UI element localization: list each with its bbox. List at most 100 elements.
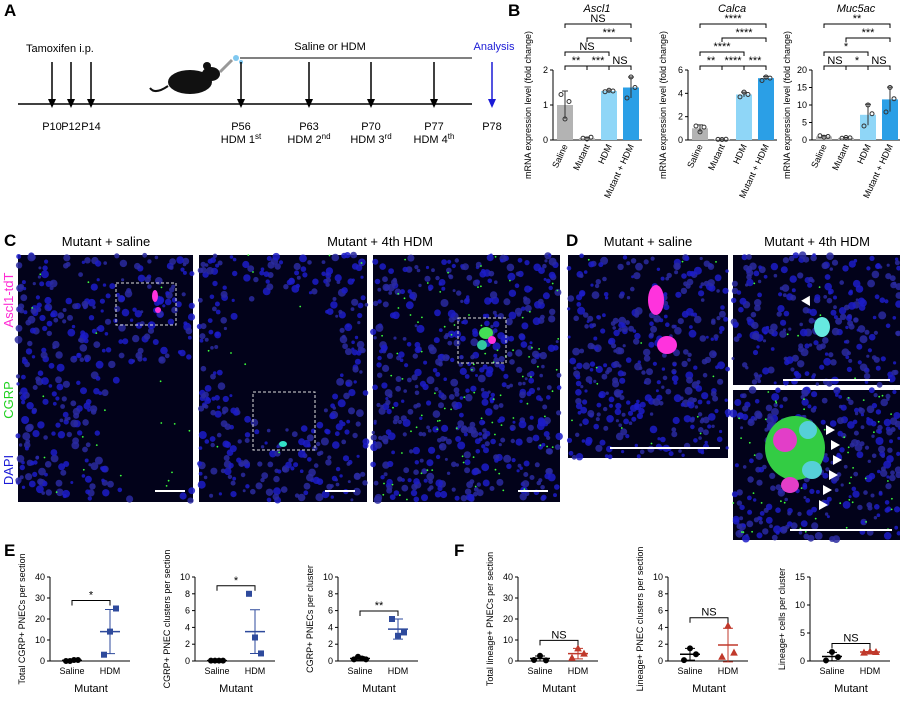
nucleus xyxy=(716,436,723,443)
nucleus xyxy=(464,488,472,495)
nucleus xyxy=(649,425,658,434)
nucleus xyxy=(736,290,742,295)
nucleus xyxy=(461,320,465,325)
nucleus xyxy=(833,387,839,393)
nucleus xyxy=(233,410,239,416)
cgrp-signal xyxy=(850,476,852,479)
nucleus xyxy=(459,396,464,400)
nucleus xyxy=(79,344,88,352)
cell-signal xyxy=(648,285,664,315)
cgrp-signal xyxy=(819,314,822,317)
nucleus xyxy=(343,392,350,400)
nucleus xyxy=(596,412,601,417)
nucleus xyxy=(615,402,622,410)
nucleus xyxy=(756,532,763,539)
nucleus xyxy=(295,283,300,289)
nucleus xyxy=(613,360,620,368)
nucleus xyxy=(790,367,795,372)
nucleus xyxy=(847,421,855,429)
nucleus xyxy=(385,397,389,401)
cgrp-signal xyxy=(492,398,495,400)
nucleus xyxy=(377,355,382,361)
nucleus xyxy=(804,371,810,376)
y-tick-label: 5 xyxy=(800,628,805,638)
nucleus xyxy=(585,376,593,383)
nucleus xyxy=(332,441,340,449)
y-tick-label: 2 xyxy=(658,639,663,649)
nucleus xyxy=(62,380,70,388)
nucleus xyxy=(78,272,83,277)
nucleus xyxy=(660,276,665,281)
data-point xyxy=(220,657,226,664)
nucleus xyxy=(707,424,712,429)
nucleus xyxy=(498,356,505,363)
timeline-label: Analysis xyxy=(474,41,515,53)
nucleus xyxy=(215,263,220,268)
nucleus xyxy=(540,314,545,320)
nucleus xyxy=(584,389,588,393)
cgrp-signal xyxy=(494,255,497,258)
nucleus xyxy=(493,353,498,358)
nucleus xyxy=(686,278,694,286)
nucleus xyxy=(876,513,881,517)
nucleus xyxy=(338,309,343,314)
nucleus xyxy=(182,262,187,267)
nucleus xyxy=(445,438,452,445)
sig-bracket xyxy=(743,65,767,70)
nucleus xyxy=(822,472,829,479)
arrow-head xyxy=(430,99,438,108)
nucleus xyxy=(254,429,260,435)
bar xyxy=(736,94,752,140)
cgrp-signal xyxy=(95,332,98,334)
nucleus xyxy=(27,315,36,324)
nucleus xyxy=(650,256,655,261)
cgrp-signal xyxy=(167,479,170,482)
nucleus xyxy=(575,398,582,405)
nucleus xyxy=(480,387,485,392)
cgrp-signal xyxy=(443,325,446,328)
nucleus xyxy=(864,329,870,335)
y-tick-label: 0 xyxy=(800,656,805,666)
cgrp-signal xyxy=(119,474,122,477)
nucleus xyxy=(435,371,441,377)
nucleus xyxy=(215,309,221,315)
nucleus xyxy=(634,307,643,315)
nucleus xyxy=(828,352,834,358)
nucleus xyxy=(714,408,719,414)
nucleus xyxy=(90,283,98,291)
nucleus xyxy=(381,344,388,352)
nucleus xyxy=(376,402,381,408)
nucleus xyxy=(508,311,517,320)
nucleus xyxy=(210,346,214,350)
nucleus xyxy=(90,462,99,471)
cgrp-signal xyxy=(436,428,439,431)
nucleus xyxy=(875,437,884,445)
nucleus xyxy=(352,366,359,373)
sig-bracket xyxy=(831,642,871,649)
nucleus xyxy=(401,399,405,403)
nucleus xyxy=(58,463,66,471)
sig-bracket xyxy=(721,37,767,42)
nucleus xyxy=(634,332,641,340)
nucleus xyxy=(274,263,281,270)
nucleus xyxy=(351,263,359,270)
nucleus xyxy=(15,262,23,269)
nucleus xyxy=(665,322,670,328)
nucleus xyxy=(506,384,511,389)
cell-signal xyxy=(488,336,496,344)
cgrp-signal xyxy=(509,279,511,282)
nucleus xyxy=(714,274,722,282)
nucleus xyxy=(478,432,483,436)
nucleus xyxy=(41,347,47,353)
nucleus xyxy=(541,442,546,447)
nucleus xyxy=(96,278,100,282)
nucleus xyxy=(240,472,246,478)
nucleus xyxy=(708,413,716,421)
nucleus xyxy=(596,402,602,408)
nucleus xyxy=(50,449,58,456)
nucleus xyxy=(852,419,858,425)
sig-label: **** xyxy=(724,55,742,67)
data-point xyxy=(891,96,897,102)
nucleus xyxy=(697,412,703,417)
cgrp-signal xyxy=(401,378,404,380)
